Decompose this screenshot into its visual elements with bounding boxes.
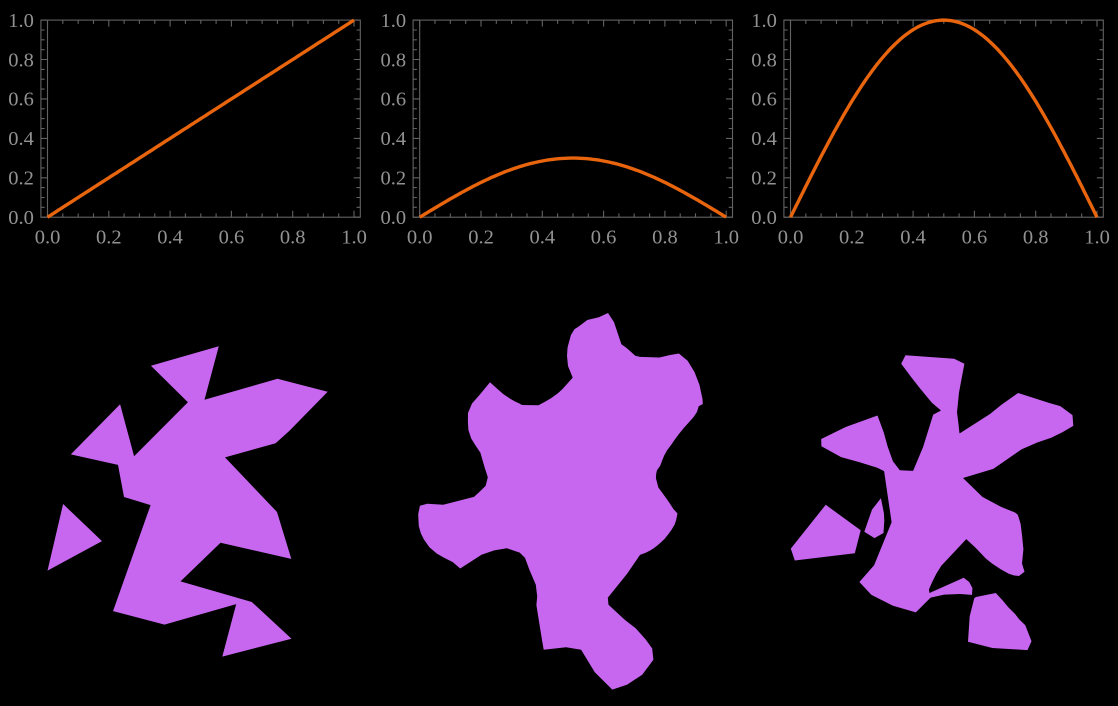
svg-text:0.0: 0.0 [380, 207, 406, 229]
svg-text:0.6: 0.6 [8, 89, 34, 111]
svg-text:0.2: 0.2 [380, 168, 406, 190]
svg-text:1.0: 1.0 [713, 227, 739, 249]
svg-text:0.0: 0.0 [778, 227, 804, 249]
svg-text:0.6: 0.6 [380, 89, 406, 111]
svg-text:0.4: 0.4 [529, 227, 555, 249]
svg-text:1.0: 1.0 [751, 10, 777, 32]
svg-text:0.8: 0.8 [380, 49, 406, 71]
svg-text:0.2: 0.2 [751, 168, 777, 190]
svg-text:0.8: 0.8 [652, 227, 678, 249]
svg-text:0.2: 0.2 [468, 227, 494, 249]
svg-text:0.6: 0.6 [591, 227, 617, 249]
svg-text:0.8: 0.8 [8, 49, 34, 71]
svg-text:0.8: 0.8 [280, 227, 306, 249]
svg-text:0.2: 0.2 [8, 168, 34, 190]
svg-text:0.6: 0.6 [751, 89, 777, 111]
svg-text:0.4: 0.4 [8, 128, 34, 150]
svg-text:0.8: 0.8 [1023, 227, 1049, 249]
svg-text:1.0: 1.0 [341, 227, 367, 249]
svg-text:0.4: 0.4 [751, 128, 777, 150]
svg-text:0.0: 0.0 [35, 227, 61, 249]
svg-text:0.2: 0.2 [96, 227, 122, 249]
svg-text:0.4: 0.4 [900, 227, 926, 249]
svg-text:1.0: 1.0 [1084, 227, 1110, 249]
svg-text:0.4: 0.4 [380, 128, 406, 150]
svg-text:0.6: 0.6 [219, 227, 245, 249]
svg-text:1.0: 1.0 [8, 10, 34, 32]
svg-text:0.0: 0.0 [407, 227, 433, 249]
svg-text:1.0: 1.0 [380, 10, 406, 32]
svg-text:0.2: 0.2 [839, 227, 865, 249]
svg-text:0.0: 0.0 [8, 207, 34, 229]
svg-text:0.4: 0.4 [157, 227, 183, 249]
svg-text:0.8: 0.8 [751, 49, 777, 71]
svg-text:0.0: 0.0 [751, 207, 777, 229]
svg-text:0.6: 0.6 [962, 227, 988, 249]
